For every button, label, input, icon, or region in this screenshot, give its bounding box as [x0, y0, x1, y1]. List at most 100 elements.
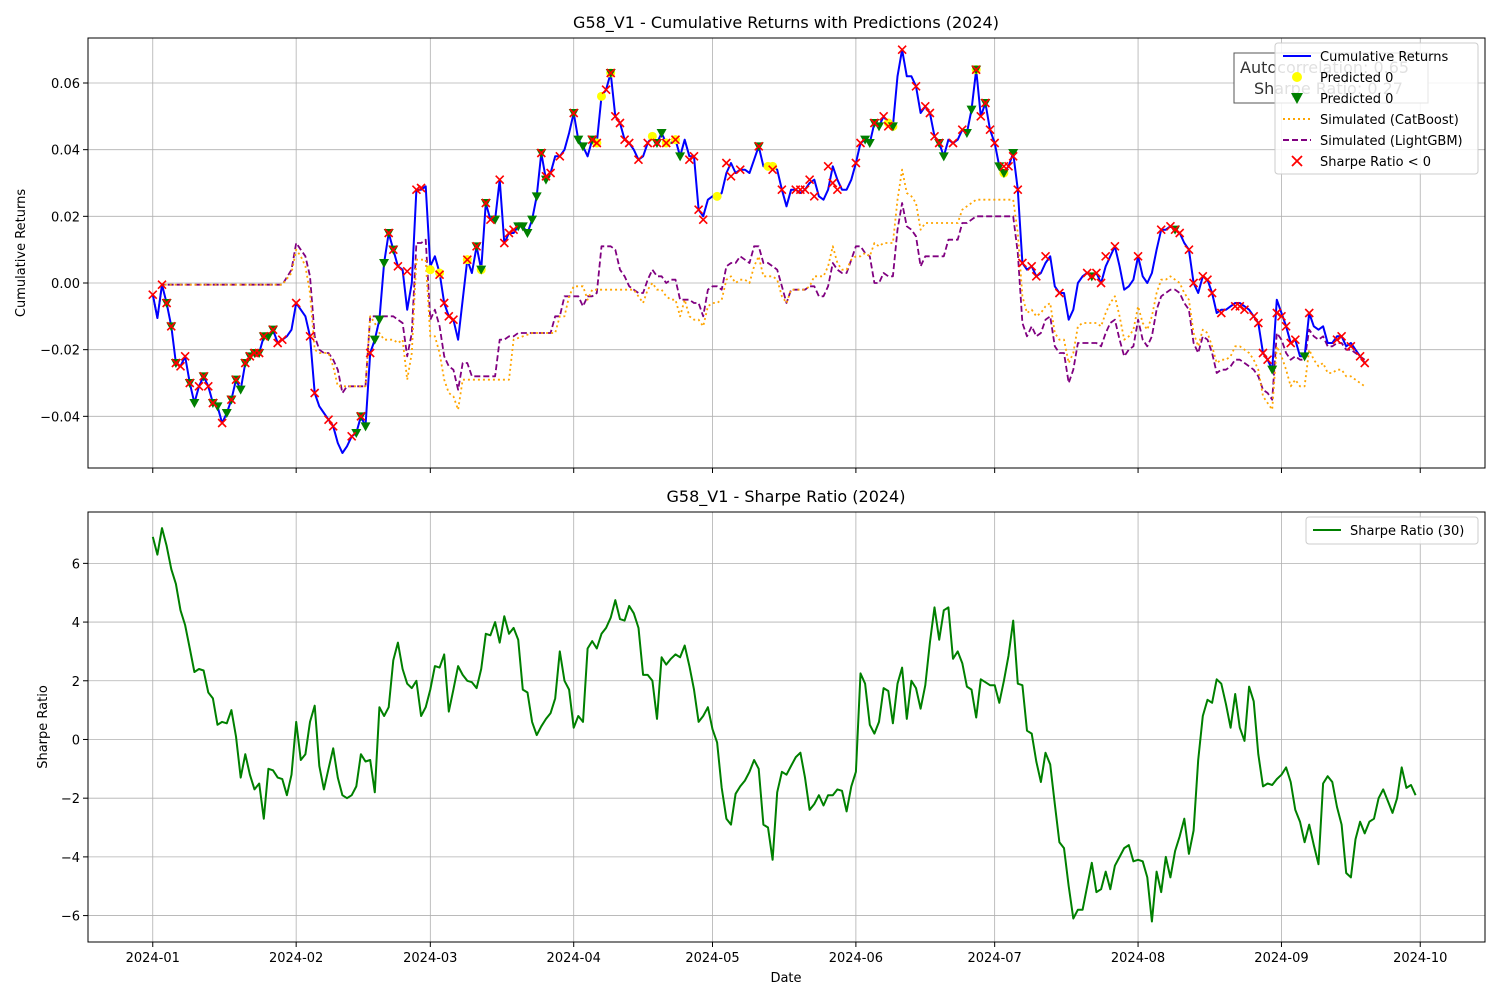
legend-label-predicted-green: Predicted 0 — [1320, 92, 1393, 107]
sharpe-ratio-y-ticks: −6 −4 −2 0 2 4 6 — [61, 557, 88, 925]
predicted-green-marker — [360, 422, 371, 432]
sharpe-negative-marker — [809, 191, 819, 201]
sharpe-negative-marker — [546, 168, 556, 178]
sharpe-negative-marker — [805, 175, 815, 185]
sharpe-negative-marker — [592, 138, 602, 148]
predicted-green-marker — [369, 335, 380, 345]
predicted-green-marker — [527, 215, 538, 225]
cumulative-returns-axes-frame — [87, 37, 1486, 469]
x-tick-label: 2024-05 — [685, 951, 739, 966]
sharpe-negative-marker — [240, 358, 250, 368]
predicted-green-marker — [235, 385, 246, 395]
predicted-green-marker — [221, 409, 232, 418]
sharpe-ratio-y-label: Sharpe Ratio — [36, 685, 51, 769]
sharpe-negative-marker — [259, 331, 269, 341]
sharpe-negative-marker — [615, 118, 625, 128]
sharpe-negative-marker — [162, 298, 172, 308]
predicted-yellow-marker — [425, 265, 435, 275]
predicted-green-marker — [577, 142, 588, 152]
sharpe-negative-marker — [231, 375, 241, 385]
y-tick-label: −0.04 — [40, 410, 80, 425]
sharpe-negative-marker — [1003, 161, 1014, 171]
sharpe-negative-marker — [1198, 271, 1208, 281]
sharpe-negative-marker — [1031, 271, 1041, 281]
cumulative-returns-y-ticks: −0.04 −0.02 0.00 0.02 0.04 0.06 — [40, 77, 88, 425]
sharpe-negative-marker — [879, 111, 889, 121]
sharpe-ratio-title: G58_V1 - Sharpe Ratio (2024) — [667, 487, 906, 507]
sharpe-negative-marker — [499, 238, 509, 248]
sharpe-negative-marker — [670, 135, 681, 145]
sharpe-negative-marker — [393, 261, 403, 271]
y-tick-label: 6 — [72, 557, 80, 572]
sharpe-negative-marker — [277, 335, 287, 345]
sharpe-negative-marker — [199, 371, 209, 381]
sharpe-negative-marker — [920, 101, 930, 111]
sharpe-negative-marker — [976, 111, 986, 121]
sharpe-negative-marker — [148, 290, 158, 300]
sharpe-negative-marker — [555, 151, 565, 161]
predicted-green-marker — [351, 429, 362, 438]
sharpe-negative-marker — [1258, 348, 1268, 358]
sharpe-negative-marker — [495, 175, 505, 185]
sharpe-negative-marker — [883, 121, 893, 131]
sharpe-negative-marker — [472, 241, 482, 251]
sharpe-legend-box — [1305, 516, 1479, 545]
sharpe-negative-marker — [1276, 311, 1287, 321]
sharpe-negative-marker — [1239, 305, 1250, 315]
x-tick-label: 2024-03 — [403, 951, 457, 966]
sharpe-negative-marker — [1332, 335, 1342, 345]
sharpe-negative-marker — [643, 138, 653, 148]
sharpe-negative-marker — [832, 185, 842, 195]
sharpe-ratio-x-ticks: 2024-01 2024-02 2024-03 2024-04 2024-05 2024-… — [126, 942, 1447, 966]
sharpe-negative-marker — [185, 378, 195, 388]
sharpe-negative-marker — [226, 395, 236, 405]
sharpe-negative-marker — [721, 158, 731, 168]
sharpe-negative-marker — [1110, 241, 1120, 251]
predicted-green-marker — [864, 139, 875, 148]
predicted-green-marker — [573, 135, 584, 145]
sharpe-negative-marker — [934, 138, 944, 148]
legend-swatch-sharpe-negative — [1291, 155, 1303, 167]
sharpe-negative-marker — [925, 108, 935, 118]
sharpe-negative-marker — [180, 351, 190, 361]
cumulative-returns-x-ticks — [152, 468, 1421, 473]
predicted-green-marker — [656, 129, 667, 138]
sharpe-negative-marker — [698, 215, 708, 225]
y-tick-label: 0 — [72, 733, 80, 748]
predicted-green-marker — [1008, 149, 1019, 158]
sharpe-negative-marker — [1272, 308, 1282, 318]
x-tick-label: 2024-04 — [547, 951, 601, 966]
sharpe-negative-marker — [1156, 225, 1166, 235]
predicted-green-marker — [517, 222, 528, 232]
sharpe-negative-marker — [980, 98, 990, 108]
legend-label-predicted-yellow: Predicted 0 — [1320, 71, 1393, 86]
sharpe-negative-marker — [305, 331, 315, 341]
sharpe-negative-marker — [1027, 261, 1037, 271]
sharpe-negative-marker — [485, 215, 496, 225]
sharpe-negative-marker — [1216, 308, 1226, 318]
sharpe-ratio-panel: G58_V1 - Sharpe Ratio (2024) −6−4−20246 … — [36, 487, 1486, 986]
sharpe-negative-marker — [897, 45, 907, 55]
sharpe-negative-marker — [777, 185, 787, 195]
sharpe-negative-marker — [175, 361, 186, 371]
sharpe-negative-marker — [1040, 251, 1051, 261]
sharpe-negative-marker — [509, 225, 519, 235]
predicted-yellow-marker — [647, 131, 657, 141]
series-line-simulated-lightgbm — [151, 202, 1366, 401]
y-tick-label: 4 — [72, 616, 80, 631]
predicted-green-marker — [1267, 365, 1278, 375]
sharpe-negative-marker — [1175, 228, 1185, 238]
predicted-green-marker — [938, 152, 949, 162]
predicted-green-marker — [522, 229, 533, 238]
sharpe-negative-marker — [1087, 271, 1097, 281]
x-tick-label: 2024-10 — [1393, 951, 1447, 966]
sharpe-negative-marker — [504, 228, 514, 238]
sharpe-negative-marker — [823, 161, 833, 171]
sharpe-negative-marker — [1170, 225, 1180, 235]
sharpe-negative-marker — [1184, 245, 1194, 255]
x-tick-label: 2024-09 — [1254, 951, 1308, 966]
sharpe-negative-marker — [444, 311, 454, 321]
legend-swatch-predicted-yellow — [1292, 72, 1302, 82]
sharpe-negative-marker — [620, 135, 630, 145]
